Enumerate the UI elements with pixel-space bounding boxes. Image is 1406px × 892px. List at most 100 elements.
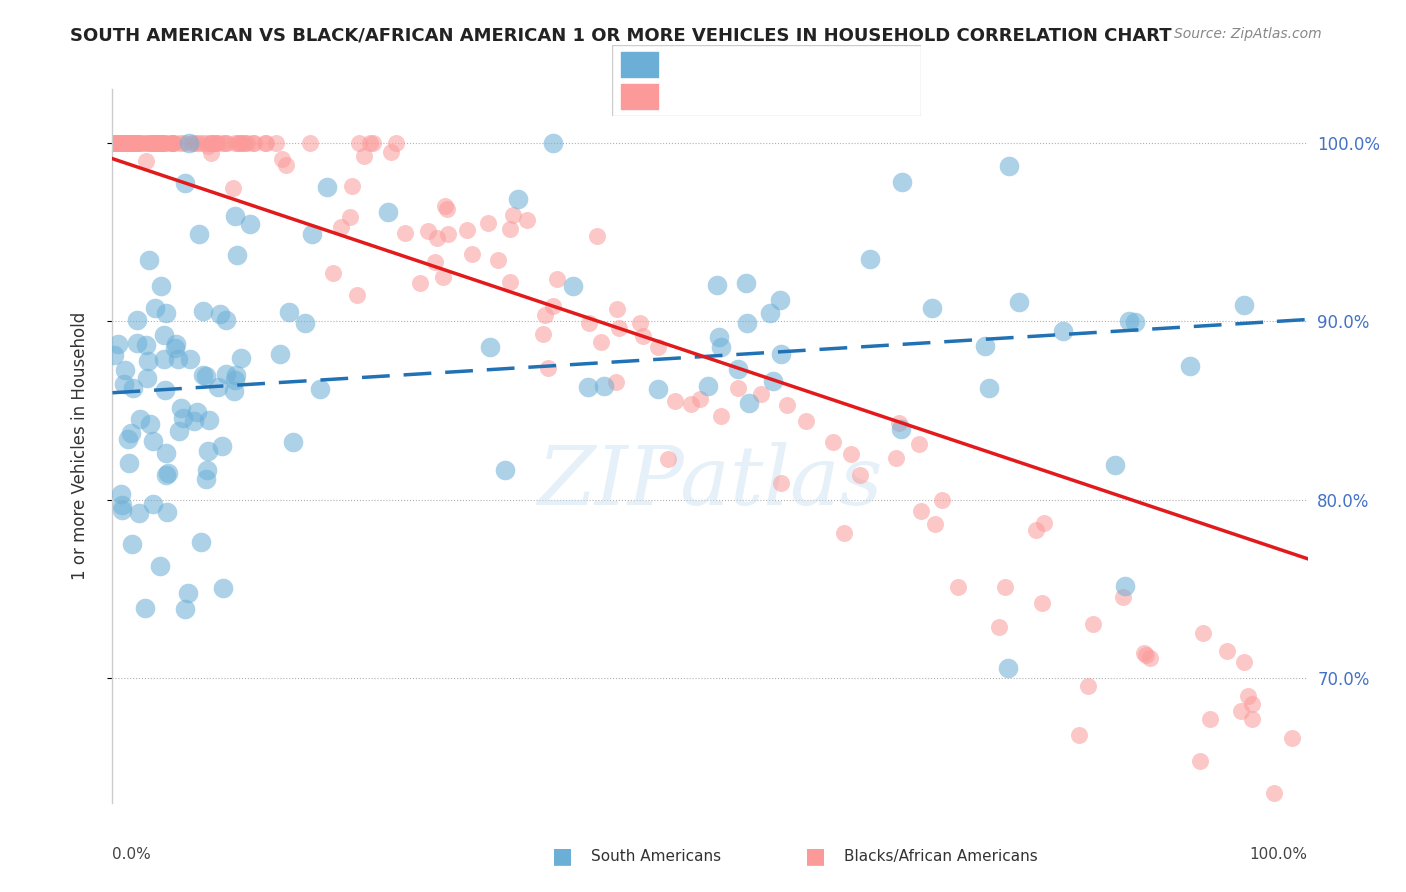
Point <box>162 136 184 150</box>
Point <box>315 180 337 194</box>
Point <box>108 136 131 150</box>
Point <box>101 136 124 150</box>
Point <box>187 136 209 150</box>
Point <box>122 136 145 150</box>
Point <box>433 198 456 212</box>
Point <box>200 136 222 150</box>
Point <box>887 416 910 430</box>
Point <box>839 447 862 461</box>
Point <box>225 368 247 383</box>
Point <box>142 136 165 150</box>
Point <box>848 468 870 483</box>
Point <box>173 136 195 150</box>
Point <box>974 339 997 353</box>
Point <box>269 347 291 361</box>
Point <box>997 661 1019 675</box>
Text: Source: ZipAtlas.com: Source: ZipAtlas.com <box>1174 27 1322 41</box>
Point <box>832 525 855 540</box>
Text: South Americans: South Americans <box>591 849 721 863</box>
Point <box>394 226 416 240</box>
Point <box>657 452 679 467</box>
Point <box>456 223 478 237</box>
Point <box>160 136 183 150</box>
Point <box>170 401 193 415</box>
Point <box>997 159 1019 173</box>
Point <box>120 425 142 440</box>
Point <box>477 216 499 230</box>
Point <box>150 136 173 150</box>
Point <box>1007 295 1029 310</box>
Point <box>197 443 219 458</box>
Point <box>110 487 132 501</box>
Point <box>409 276 432 290</box>
Point <box>124 136 146 150</box>
Point <box>215 313 238 327</box>
Point <box>156 505 179 519</box>
Point <box>977 381 1000 395</box>
Point <box>142 434 165 448</box>
Point <box>125 136 148 150</box>
Point <box>243 136 266 150</box>
Point <box>606 301 628 316</box>
Point <box>112 376 135 391</box>
Point <box>162 136 184 150</box>
Point <box>122 381 145 395</box>
Point <box>200 146 222 161</box>
Point <box>135 136 157 150</box>
Point <box>207 380 229 394</box>
Point <box>214 136 236 150</box>
Point <box>211 439 233 453</box>
Point <box>1233 298 1256 312</box>
Point <box>886 451 908 466</box>
Point <box>346 288 368 302</box>
Point <box>1033 516 1056 530</box>
Text: 0.0%: 0.0% <box>112 847 152 863</box>
Point <box>132 136 155 150</box>
Point <box>141 136 163 150</box>
Point <box>226 136 249 150</box>
Point <box>946 581 969 595</box>
Point <box>426 230 449 244</box>
Point <box>380 145 402 160</box>
Point <box>211 136 233 150</box>
Point <box>112 136 135 150</box>
Point <box>166 351 188 366</box>
Point <box>160 136 183 150</box>
Point <box>647 341 669 355</box>
Point <box>931 493 953 508</box>
Point <box>190 535 212 549</box>
Point <box>103 348 125 362</box>
Point <box>254 136 277 150</box>
Text: R =  0.194  N = 114: R = 0.194 N = 114 <box>664 58 804 71</box>
Point <box>191 303 214 318</box>
Point <box>347 136 370 150</box>
Point <box>987 620 1010 634</box>
Point <box>200 136 222 150</box>
Point <box>416 224 439 238</box>
Point <box>135 338 157 352</box>
Point <box>118 136 141 150</box>
Point <box>187 227 209 241</box>
Point <box>537 361 560 376</box>
Point <box>586 229 609 244</box>
Point <box>145 136 167 150</box>
Point <box>149 136 172 150</box>
Point <box>195 472 218 486</box>
Point <box>264 136 287 150</box>
Point <box>236 136 259 150</box>
Point <box>308 382 330 396</box>
Point <box>647 382 669 396</box>
Point <box>546 272 568 286</box>
Point <box>107 136 129 150</box>
Point <box>253 136 276 150</box>
Point <box>215 136 238 150</box>
Point <box>172 411 194 425</box>
Point <box>1241 697 1264 711</box>
Point <box>156 136 179 150</box>
Point <box>679 397 702 411</box>
Point <box>122 136 145 150</box>
Point <box>1188 754 1211 768</box>
Point <box>149 559 172 574</box>
Point <box>1216 643 1239 657</box>
Point <box>1025 524 1047 538</box>
